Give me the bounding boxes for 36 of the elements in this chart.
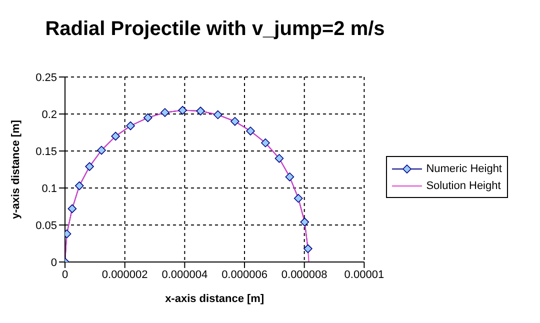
y-tick-label: 0.1 <box>42 182 57 195</box>
point <box>196 106 205 116</box>
point <box>300 218 310 226</box>
legend-label: Solution Height <box>426 180 501 192</box>
point <box>261 138 270 148</box>
point <box>230 117 240 126</box>
point <box>97 146 106 155</box>
chart-title: Radial Projectile with v_jump=2 m/s <box>44 18 386 41</box>
point <box>85 162 94 171</box>
x-axis-title: x-axis distance [m] <box>165 293 264 305</box>
x-tick-label: 0.000004 <box>162 268 208 281</box>
point <box>126 121 135 130</box>
point <box>178 106 187 115</box>
point <box>213 110 222 120</box>
point <box>246 126 255 136</box>
point <box>285 172 294 182</box>
point <box>274 154 284 163</box>
y-tick-label: 0.25 <box>36 72 57 84</box>
point <box>111 132 120 141</box>
x-tick-label: 0.000006 <box>222 268 268 281</box>
point <box>74 181 84 190</box>
legend-label: Numeric Height <box>426 162 502 174</box>
y-tick-label: 0 <box>50 256 57 269</box>
x-tick-label: 0.00001 <box>344 268 384 281</box>
x-tick-label: 0.000002 <box>102 268 148 281</box>
point <box>160 108 170 117</box>
point <box>68 204 77 214</box>
y-tick-label: 0.2 <box>42 108 57 121</box>
y-tick-label: 0.15 <box>36 146 57 158</box>
point <box>143 113 152 122</box>
x-tick-label: 0.000008 <box>281 268 328 281</box>
y-axis-title: y-axis distance [m] <box>10 120 22 220</box>
y-tick-label: 0.05 <box>36 220 57 232</box>
x-tick-label: 0 <box>62 268 68 281</box>
point <box>294 194 303 203</box>
point <box>304 244 312 254</box>
